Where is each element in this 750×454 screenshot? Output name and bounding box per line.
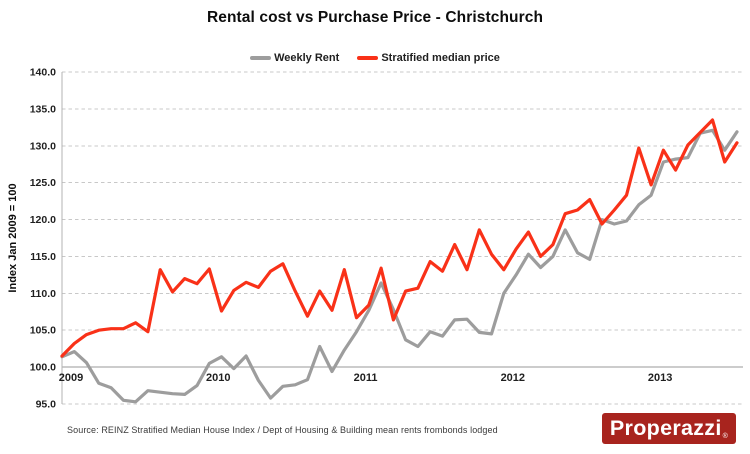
legend-item-stratified-median-price: Stratified median price bbox=[357, 52, 500, 64]
x-tick-label-2009: 2009 bbox=[59, 372, 83, 384]
y-tick-label-115.0: 115.0 bbox=[30, 251, 56, 263]
x-tick-label-2012: 2012 bbox=[501, 372, 525, 384]
weekly-rent-swatch-icon bbox=[250, 55, 272, 61]
legend-label-stratified-median-price: Stratified median price bbox=[381, 52, 500, 64]
y-tick-label-135.0: 135.0 bbox=[30, 103, 56, 115]
y-tick-label-130.0: 130.0 bbox=[30, 140, 56, 152]
properazzi-logo: Properazzi ® bbox=[602, 413, 736, 444]
stratified-median-price-swatch-icon bbox=[357, 55, 379, 61]
stratified-median-price-line bbox=[60, 118, 739, 358]
x-tick-label-2010: 2010 bbox=[206, 372, 230, 384]
y-tick-label-100.0: 100.0 bbox=[30, 362, 56, 374]
y-tick-label-125.0: 125.0 bbox=[30, 177, 56, 189]
x-tick-label-2011: 2011 bbox=[354, 372, 378, 384]
weekly-rent-line bbox=[60, 128, 739, 404]
y-axis-title: Index Jan 2009 = 100 bbox=[7, 183, 19, 292]
properazzi-logo-text: Properazzi bbox=[609, 416, 722, 440]
y-tick-label-110.0: 110.0 bbox=[30, 288, 56, 300]
legend-item-weekly-rent: Weekly Rent bbox=[250, 52, 339, 64]
source-note: Source: REINZ Stratified Median House In… bbox=[67, 425, 498, 435]
y-tick-label-120.0: 120.0 bbox=[30, 214, 56, 226]
registered-trademark-icon: ® bbox=[722, 433, 729, 440]
chart-title: Rental cost vs Purchase Price - Christch… bbox=[206, 9, 544, 26]
legend: Weekly Rent Stratified median price bbox=[0, 51, 750, 65]
y-tick-label-140.0: 140.0 bbox=[30, 67, 56, 79]
y-tick-label-105.0: 105.0 bbox=[30, 325, 56, 337]
legend-label-weekly-rent: Weekly Rent bbox=[274, 52, 340, 64]
x-tick-label-2013: 2013 bbox=[648, 372, 672, 384]
y-tick-label-95.0: 95.0 bbox=[36, 399, 57, 411]
